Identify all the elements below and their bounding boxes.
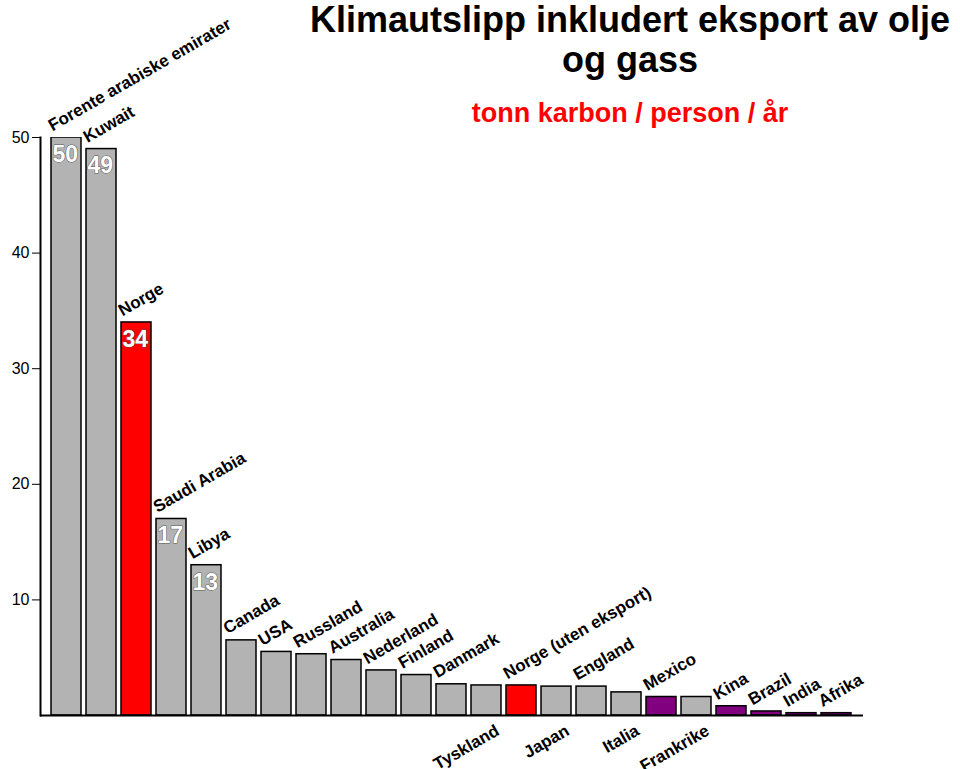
- svg-text:Mexico: Mexico: [640, 649, 699, 694]
- svg-text:Kina: Kina: [710, 669, 752, 704]
- svg-text:17: 17: [158, 522, 184, 548]
- svg-text:Italia: Italia: [599, 721, 643, 757]
- svg-text:10: 10: [12, 591, 30, 608]
- svg-text:Libya: Libya: [185, 524, 233, 563]
- svg-text:USA: USA: [255, 615, 296, 649]
- svg-text:Forente arabiske emirater: Forente arabiske emirater: [45, 14, 235, 135]
- svg-text:Danmark: Danmark: [430, 629, 503, 682]
- svg-text:50: 50: [12, 129, 30, 146]
- svg-text:Australia: Australia: [325, 604, 398, 658]
- svg-text:40: 40: [12, 244, 30, 261]
- svg-text:Tyskland: Tyskland: [430, 721, 502, 769]
- svg-text:Frankrike: Frankrike: [637, 721, 713, 769]
- svg-text:Russland: Russland: [290, 597, 366, 652]
- svg-text:India: India: [780, 674, 824, 711]
- svg-text:Kuwait: Kuwait: [80, 102, 138, 146]
- svg-text:Nederland: Nederland: [360, 609, 442, 668]
- html-text:tonn karbon / person / år: tonn karbon / person / år: [471, 98, 789, 128]
- svg-text:30: 30: [12, 360, 30, 377]
- svg-text:34: 34: [123, 326, 149, 352]
- svg-text:Norge: Norge: [115, 279, 167, 320]
- svg-text:Norge (uten eksport): Norge (uten eksport): [500, 582, 655, 683]
- svg-text:50: 50: [53, 141, 79, 167]
- svg-text:England: England: [570, 634, 638, 684]
- svg-text:Finland: Finland: [395, 625, 457, 673]
- svg-text:Canada: Canada: [220, 590, 283, 638]
- html-text:Klimautslipp inkludert eksport: Klimautslipp inkludert eksport av olje o…: [309, 0, 951, 80]
- svg-text:Japan: Japan: [520, 721, 572, 762]
- svg-text:Brazil: Brazil: [745, 669, 795, 709]
- svg-text:Saudi Arabia: Saudi Arabia: [150, 448, 249, 516]
- svg-text:49: 49: [88, 152, 114, 178]
- svg-text:20: 20: [12, 475, 30, 492]
- svg-text:Afrika: Afrika: [815, 670, 867, 711]
- svg-text:13: 13: [193, 569, 219, 595]
